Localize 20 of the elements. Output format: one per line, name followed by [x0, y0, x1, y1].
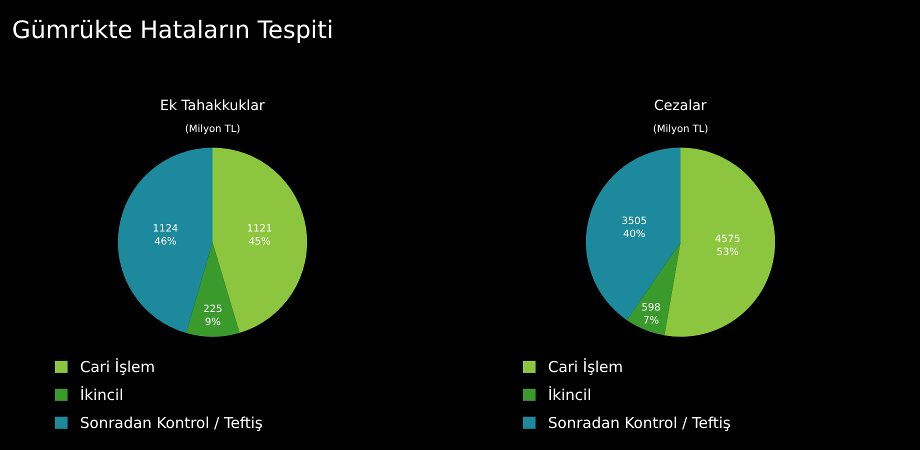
legend-label: Cari İşlem: [80, 358, 156, 376]
data-label: 598 7%: [642, 302, 661, 326]
data-label: 1124 46%: [152, 224, 178, 248]
legend-label: Sonradan Kontrol / Teftiş: [548, 414, 731, 432]
chart-subtitle: (Milyon TL): [185, 124, 240, 135]
chart-title: Ek Tahakkuklar: [160, 98, 265, 114]
pie-slice: [626, 242, 680, 336]
chart-subtitle: (Milyon TL): [653, 124, 708, 135]
data-label: 1121 45%: [246, 223, 272, 248]
legend-label: İkincil: [548, 386, 592, 404]
pie-slice: [186, 242, 240, 337]
legend-label: Sonradan Kontrol / Teftiş: [80, 414, 263, 432]
data-label: 4575 53%: [714, 234, 740, 258]
data-label: 225 9%: [203, 304, 222, 328]
data-label: 3505 40%: [622, 216, 648, 240]
text: Gümrükte Hataların Tespiti: [12, 16, 334, 44]
chart-title: Cezalar: [654, 98, 707, 114]
legend-label: İkincil: [80, 386, 124, 404]
legend-label: Cari İşlem: [548, 358, 624, 376]
pie-slice: [664, 148, 776, 337]
